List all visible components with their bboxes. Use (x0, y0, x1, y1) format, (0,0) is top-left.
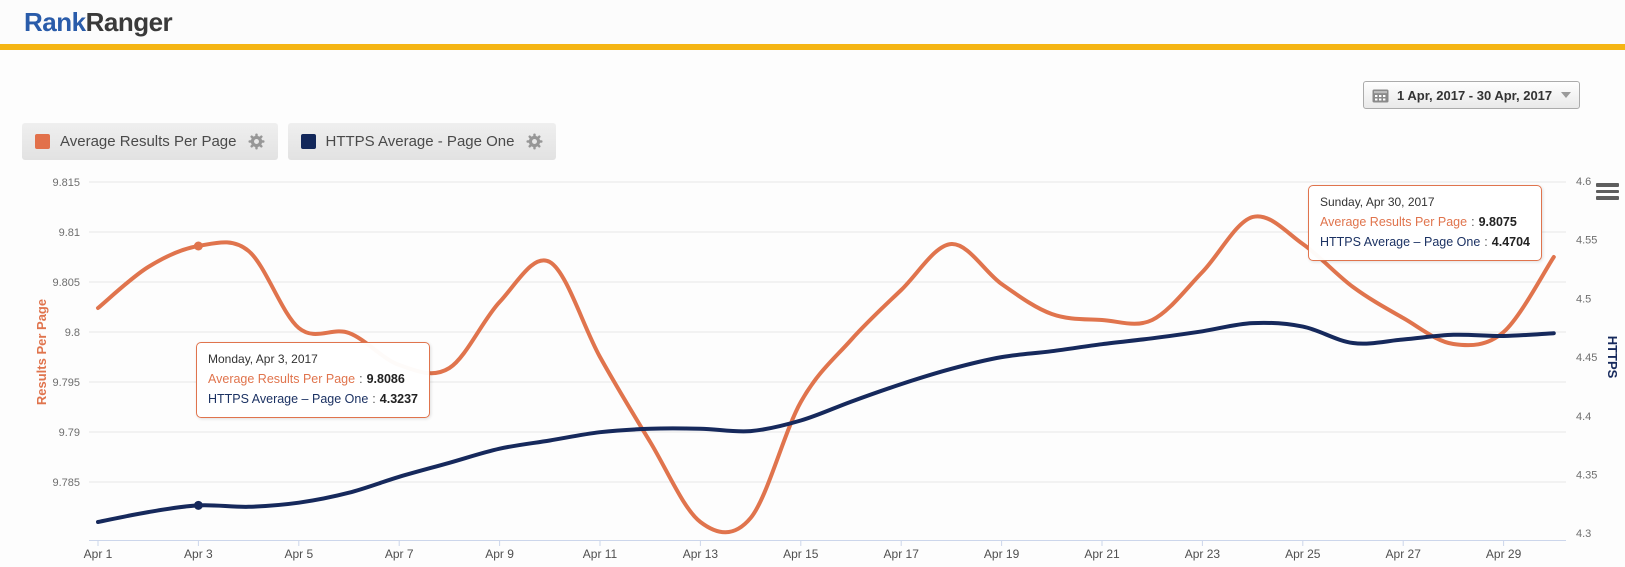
date-range-button[interactable]: 1 Apr, 2017 - 30 Apr, 2017 (1363, 81, 1580, 109)
x-tick-label: Apr 25 (1285, 547, 1321, 561)
date-range-label: 1 Apr, 2017 - 30 Apr, 2017 (1397, 87, 1553, 103)
left-axis-tick-label: 9.815 (52, 177, 80, 189)
tooltip-row: Average Results Per Page:9.8086 (208, 372, 405, 387)
brand-logo[interactable]: RankRanger (24, 7, 173, 38)
right-axis-tick-label: 4.3 (1576, 528, 1591, 540)
tooltip-date: Sunday, Apr 30, 2017 (1320, 195, 1435, 209)
x-tick-label: Apr 5 (284, 547, 313, 561)
x-tick-label: Apr 9 (485, 547, 514, 561)
x-tick-label: Apr 15 (783, 547, 819, 561)
caret-down-icon (1561, 92, 1571, 98)
brand-primary: Rank (24, 7, 86, 37)
series-line-orange (96, 214, 1556, 535)
legend: Average Results Per Page HTTPS Average -… (22, 123, 556, 160)
right-axis-tick-label: 4.6 (1576, 176, 1591, 188)
legend-label: HTTPS Average - Page One (325, 133, 515, 150)
tooltip-apr-30: Sunday, Apr 30, 2017 Average Results Per… (1308, 185, 1542, 262)
right-axis-tick-label: 4.55 (1576, 235, 1597, 247)
x-tick-label: Apr 7 (385, 547, 414, 561)
left-axis-tick-label: 9.79 (59, 427, 80, 439)
series-line-navy (96, 320, 1556, 524)
header-accent-bar (0, 44, 1625, 50)
left-axis-tick-label: 9.795 (52, 377, 80, 389)
x-tick-label: Apr 27 (1386, 547, 1422, 561)
tooltip-apr-3: Monday, Apr 3, 2017 Average Results Per … (196, 342, 430, 419)
legend-label: Average Results Per Page (60, 133, 237, 150)
right-axis-tick-label: 4.45 (1576, 352, 1597, 364)
x-tick-label: Apr 11 (583, 547, 618, 561)
right-axis-tick-label: 4.5 (1576, 293, 1591, 305)
tooltip-row: HTTPS Average – Page One:4.4704 (1320, 235, 1530, 250)
left-axis-tick-label: 9.785 (52, 477, 80, 489)
series-swatch-navy (300, 134, 316, 149)
right-axis-tick-label: 4.4 (1576, 411, 1591, 423)
left-axis-tick-label: 9.8 (65, 327, 80, 339)
tooltip-row: HTTPS Average – Page One:4.3237 (208, 392, 418, 407)
tooltip-date: Monday, Apr 3, 2017 (208, 352, 318, 366)
series-marker-orange (193, 241, 203, 251)
x-tick-label: Apr 1 (84, 547, 113, 561)
right-axis-tick-label: 4.35 (1576, 470, 1597, 482)
x-tick-label: Apr 29 (1486, 547, 1522, 561)
x-tick-label: Apr 19 (984, 547, 1020, 561)
x-tick-label: Apr 3 (184, 547, 213, 561)
right-axis-title: HTTPS (1605, 336, 1620, 379)
gear-icon[interactable] (247, 133, 265, 150)
brand-secondary: Ranger (85, 7, 173, 37)
app-header: RankRanger (0, 0, 1625, 44)
x-tick-label: Apr 17 (884, 547, 920, 561)
left-axis-title: Results Per Page (34, 299, 49, 405)
x-tick-label: Apr 23 (1185, 547, 1221, 561)
series-swatch-orange (35, 134, 50, 149)
legend-button-avg-results[interactable]: Average Results Per Page (22, 123, 278, 160)
x-tick-label: Apr 13 (683, 547, 719, 561)
left-axis-tick-label: 9.81 (59, 227, 80, 239)
x-tick-label: Apr 21 (1084, 547, 1120, 561)
series-marker-navy (193, 500, 203, 510)
left-axis-tick-label: 9.805 (52, 277, 80, 289)
hamburger-menu-icon[interactable] (1596, 183, 1619, 200)
legend-button-https-average[interactable]: HTTPS Average - Page One (287, 123, 556, 160)
tooltip-row: Average Results Per Page:9.8075 (1320, 215, 1517, 230)
gear-icon[interactable] (525, 133, 543, 150)
calendar-icon (1372, 89, 1389, 102)
